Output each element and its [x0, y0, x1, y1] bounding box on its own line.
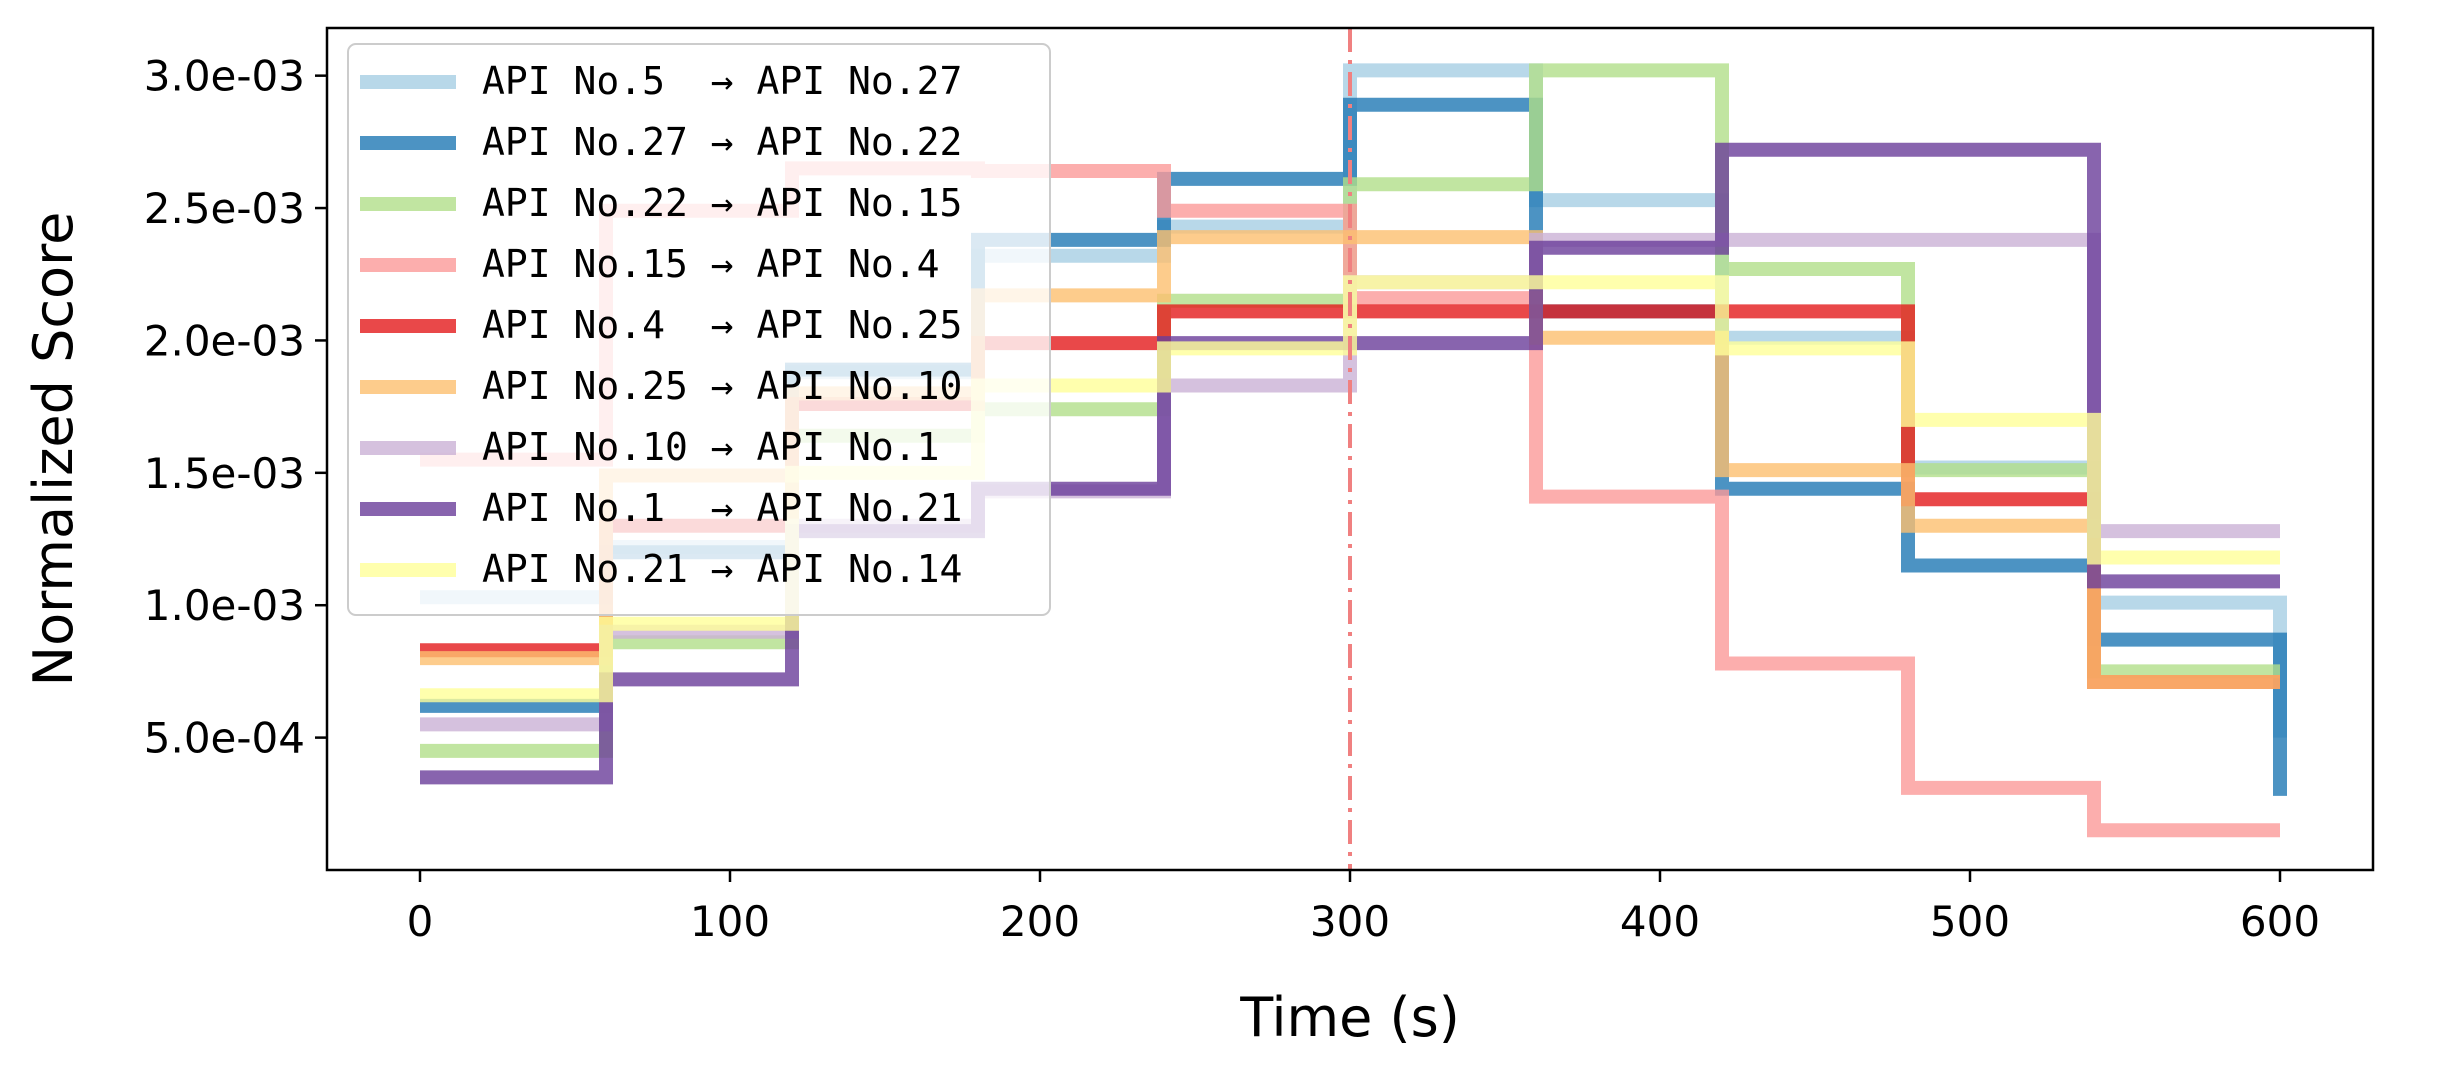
y-tick-label: 5.0e-04 [144, 714, 305, 763]
y-axis-label: Normalized Score [22, 212, 85, 687]
legend-entry-label: API No.1 → API No.21 [482, 486, 962, 530]
legend: API No.5 → API No.27 API No.27 → API No.2… [347, 43, 1051, 616]
legend-entry-label: API No.27 → API No.22 [482, 120, 962, 164]
y-tick-label: 1.5e-03 [144, 449, 305, 498]
x-axis-label: Time (s) [1239, 986, 1460, 1049]
y-tick-label: 1.0e-03 [144, 581, 305, 630]
x-tick-label: 500 [1930, 897, 2010, 946]
legend-box [347, 43, 1051, 616]
legend-entry-label: API No.21 → API No.14 [482, 547, 962, 591]
y-tick-label: 2.5e-03 [144, 184, 305, 233]
legend-entry-label: API No.4 → API No.25 [482, 303, 962, 347]
legend-entry-label: API No.10 → API No.1 [482, 425, 940, 469]
y-tick-label: 2.0e-03 [144, 316, 305, 365]
legend-entry-label: API No.22 → API No.15 [482, 181, 962, 225]
legend-entry-label: API No.25 → API No.10 [482, 364, 962, 408]
x-tick-label: 600 [2240, 897, 2320, 946]
x-tick-label: 0 [407, 897, 434, 946]
series-line-7 [420, 232, 2280, 732]
x-tick-label: 400 [1620, 897, 1700, 946]
x-tick-label: 300 [1310, 897, 1390, 946]
x-tick-label: 100 [690, 897, 770, 946]
y-tick-label: 3.0e-03 [144, 52, 305, 101]
x-axis-ticks: 0 100 200 300 400 500 600 [407, 870, 2320, 946]
x-tick-label: 200 [1000, 897, 1080, 946]
legend-entry-label: API No.15 → API No.4 [482, 242, 940, 286]
legend-entry-label: API No.5 → API No.27 [482, 59, 962, 103]
y-axis-ticks: 5.0e-04 1.0e-03 1.5e-03 2.0e-03 2.5e-03 3.0e-… [144, 52, 327, 763]
